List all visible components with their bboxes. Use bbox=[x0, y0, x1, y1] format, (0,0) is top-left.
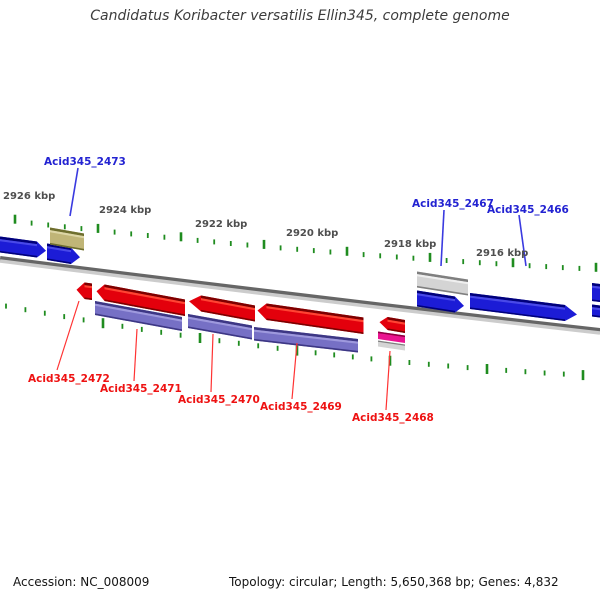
leader-acid345-2470 bbox=[210, 333, 214, 393]
leader-acid345-2471 bbox=[133, 328, 138, 382]
gene-label-acid345-2466[interactable]: Acid345_2466 bbox=[487, 204, 569, 216]
gene-Acid345_2468[interactable] bbox=[379, 317, 406, 333]
gene-Acid345_2466[interactable] bbox=[470, 293, 577, 321]
gene-label-acid345-2469[interactable]: Acid345_2469 bbox=[260, 401, 342, 413]
gene-label-acid345-2472[interactable]: Acid345_2472 bbox=[28, 373, 110, 385]
gene-Acid345_2470[interactable] bbox=[189, 295, 255, 322]
gene-blue-feature[interactable] bbox=[592, 304, 600, 318]
gene-label-acid345-2467[interactable]: Acid345_2467 bbox=[412, 198, 494, 210]
ruler-label-2918: 2918 kbp bbox=[384, 239, 436, 250]
gene-Acid345_2473[interactable] bbox=[50, 227, 84, 251]
leader-acid345-2468 bbox=[385, 350, 391, 411]
genome-backbone bbox=[0, 256, 600, 335]
status-genome-summary: Topology: circular; Length: 5,650,368 bp… bbox=[229, 575, 559, 589]
gene-label-acid345-2468[interactable]: Acid345_2468 bbox=[352, 412, 434, 424]
gene-blue-feature[interactable] bbox=[417, 290, 464, 313]
ruler-label-2920: 2920 kbp bbox=[286, 228, 338, 239]
gene-blue-feature[interactable] bbox=[592, 283, 600, 302]
ruler-label-2926: 2926 kbp bbox=[3, 191, 55, 202]
label-leader-lines bbox=[56, 167, 527, 411]
status-accession: Accession: NC_008009 bbox=[13, 575, 150, 589]
gene-silver-feature[interactable] bbox=[378, 340, 405, 351]
gene-Acid345_2469[interactable] bbox=[257, 303, 364, 335]
leader-acid345-2472 bbox=[56, 300, 80, 371]
backbone-shadow-line bbox=[0, 256, 600, 334]
gene-blue-feature[interactable] bbox=[0, 236, 46, 258]
leader-acid345-2467 bbox=[440, 209, 445, 267]
upper-ruler-ticks bbox=[13, 214, 598, 272]
ruler-label-2916: 2916 kbp bbox=[476, 248, 528, 259]
leader-acid345-2466 bbox=[518, 214, 527, 267]
ruler-labels: 2926 kbp 2924 kbp 2922 kbp 2920 kbp 2918… bbox=[3, 191, 528, 259]
gene-Acid345_2471[interactable] bbox=[96, 284, 186, 317]
gene-blue-feature[interactable] bbox=[47, 243, 80, 265]
gene-feature-layer bbox=[0, 227, 600, 353]
gene-label-acid345-2473[interactable]: Acid345_2473 bbox=[44, 156, 126, 168]
gene-purple-feature[interactable] bbox=[254, 327, 358, 353]
gene-Acid345_2472[interactable] bbox=[76, 282, 93, 301]
ruler-label-2924: 2924 kbp bbox=[99, 205, 151, 216]
page-title: Candidatus Koribacter versatilis Ellin34… bbox=[90, 8, 510, 24]
gene-label-acid345-2470[interactable]: Acid345_2470 bbox=[178, 394, 260, 406]
lower-ruler-ticks bbox=[5, 303, 585, 381]
ruler-label-2922: 2922 kbp bbox=[195, 219, 247, 230]
gene-purple-feature[interactable] bbox=[95, 301, 182, 331]
gene-label-acid345-2471[interactable]: Acid345_2471 bbox=[100, 383, 182, 395]
backbone-highlight-line bbox=[0, 259, 600, 335]
gene-purple-feature[interactable] bbox=[188, 314, 252, 340]
leader-acid345-2469 bbox=[291, 342, 298, 400]
gene-Acid345_2467[interactable] bbox=[417, 271, 468, 296]
gene-labels: Acid345_2473 Acid345_2467 Acid345_2466 A… bbox=[28, 156, 569, 424]
leader-acid345-2473 bbox=[69, 167, 79, 217]
gene-pink-feature[interactable] bbox=[378, 331, 405, 344]
